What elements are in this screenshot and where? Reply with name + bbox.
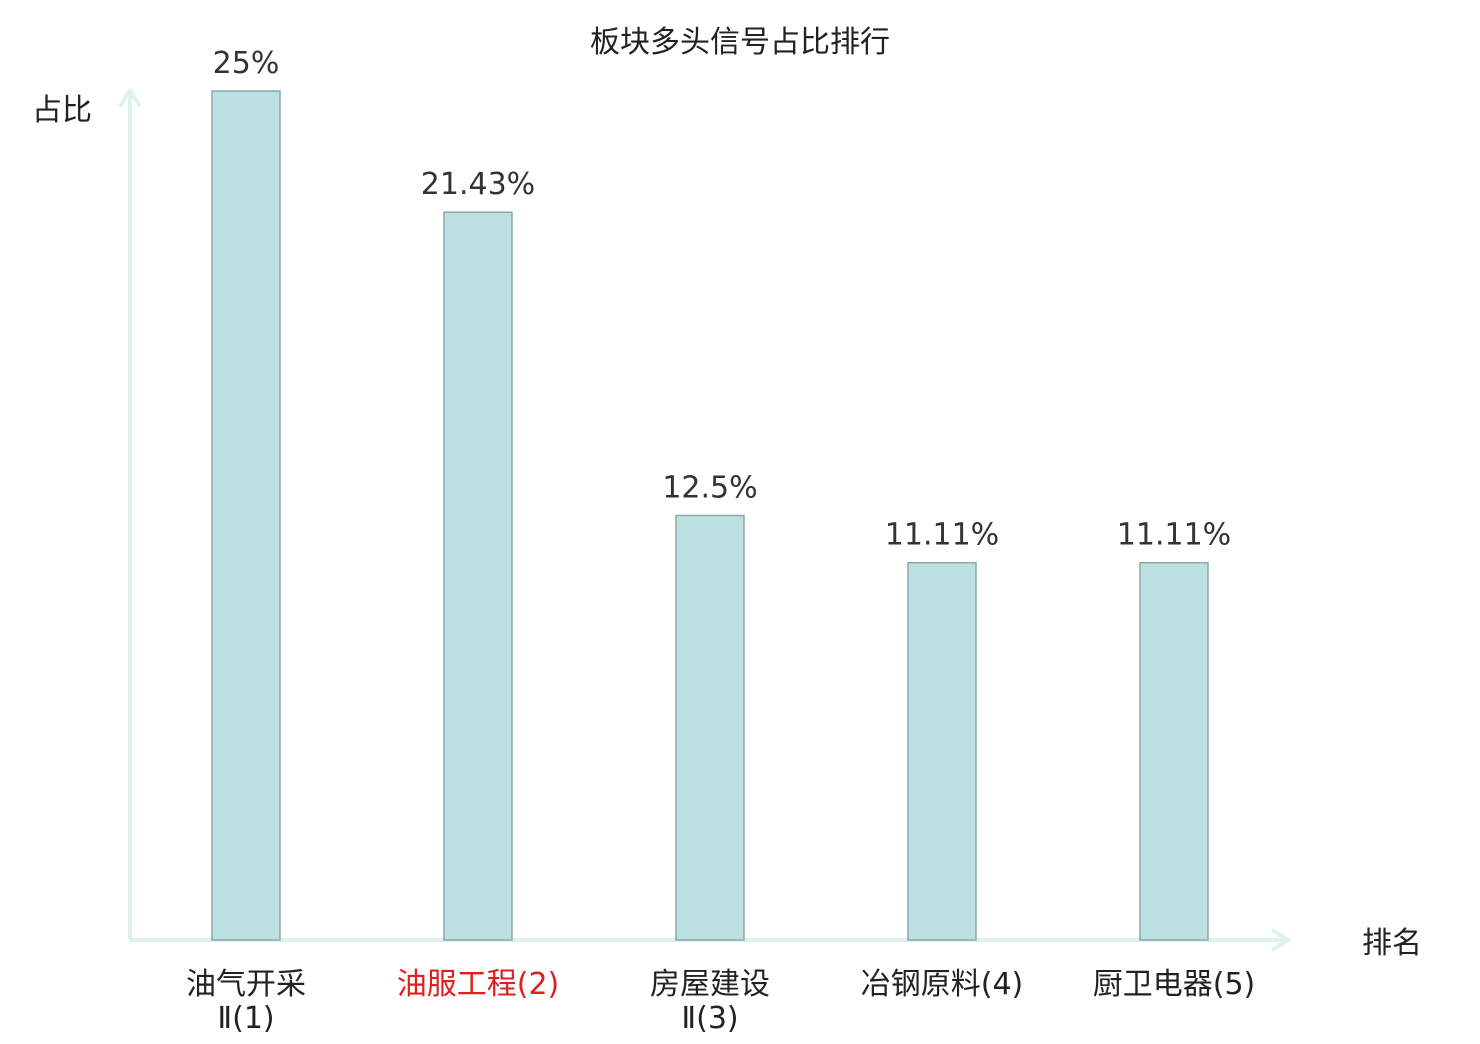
- value-label-5: 11.11%: [1117, 518, 1231, 553]
- x-tick-label-2: 油服工程(2): [397, 967, 560, 1002]
- x-axis-label: 排名: [1362, 926, 1422, 961]
- x-tick-label-1-line-2: Ⅱ(1): [217, 1001, 274, 1036]
- bar-5: [1139, 561, 1209, 941]
- x-tick-label-3-line-1: 房屋建设: [650, 967, 770, 1002]
- value-label-2: 21.43%: [421, 167, 535, 202]
- x-tick-label-4: 冶钢原料(4): [861, 967, 1024, 1002]
- value-label-3: 12.5%: [662, 471, 757, 506]
- x-tick-label-1-line-1: 油气开采: [186, 967, 306, 1002]
- chart-title: 板块多头信号占比排行: [590, 25, 890, 60]
- value-label-4: 11.11%: [885, 518, 999, 553]
- y-axis-label: 占比: [32, 93, 92, 128]
- x-tick-label-3-line-2: Ⅱ(3): [681, 1001, 738, 1036]
- bar-4: [907, 561, 977, 941]
- value-labels-group: 25% 21.43% 12.5% 11.11% 11.11%: [213, 46, 1232, 553]
- x-axis-arrow: [1270, 928, 1292, 952]
- bar-2: [443, 211, 513, 941]
- value-label-1: 25%: [213, 46, 280, 81]
- y-axis-arrow: [118, 87, 142, 108]
- bar-3: [675, 514, 745, 941]
- bars-group: [211, 90, 1209, 941]
- x-tick-label-5: 厨卫电器(5): [1093, 967, 1256, 1002]
- bar-1: [211, 90, 281, 941]
